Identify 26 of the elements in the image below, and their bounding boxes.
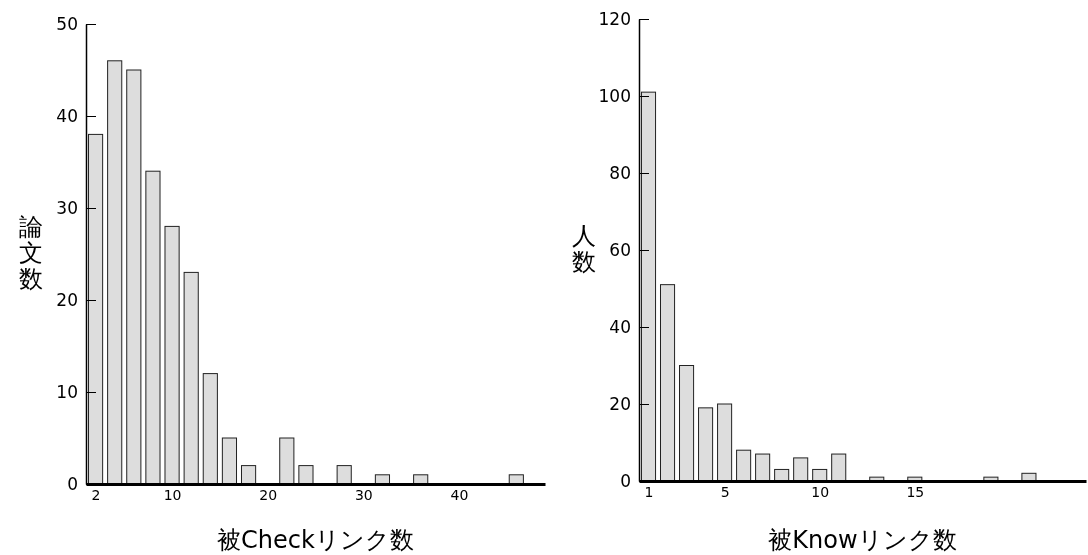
y-tick-label: 0 — [67, 473, 78, 494]
y-tick-label: 80 — [609, 162, 631, 183]
y-tick-label: 40 — [56, 105, 78, 126]
y-tick-label: 30 — [56, 197, 78, 218]
x-tick-label: 20 — [259, 486, 278, 503]
y-tick-label: 100 — [598, 85, 631, 106]
y-tick-label: 20 — [609, 393, 631, 414]
x-tick-label: 10 — [811, 483, 830, 500]
y-tick-label: 40 — [609, 316, 631, 337]
y-tick-label: 120 — [598, 8, 631, 29]
x-tick-label: 30 — [354, 486, 373, 503]
y-tick-label: 50 — [56, 13, 78, 34]
x-tick-label: 1 — [644, 483, 654, 500]
x-tick-label: 2 — [91, 486, 101, 503]
x-tick-label: 40 — [450, 486, 469, 503]
y-tick-label: 0 — [620, 470, 631, 491]
y-tick-label: 10 — [56, 381, 78, 402]
y-axis-title: 論文数 — [19, 213, 43, 293]
x-tick-label: 15 — [906, 483, 925, 500]
y-axis-title: 人数 — [572, 222, 596, 276]
y-tick-label: 60 — [609, 239, 631, 260]
x-tick-label: 10 — [163, 486, 182, 503]
y-tick-label: 20 — [56, 289, 78, 310]
x-axis-title: 被Knowリンク数 — [768, 526, 957, 554]
x-tick-label: 5 — [720, 483, 730, 500]
x-axis-title: 被Checkリンク数 — [217, 526, 414, 554]
